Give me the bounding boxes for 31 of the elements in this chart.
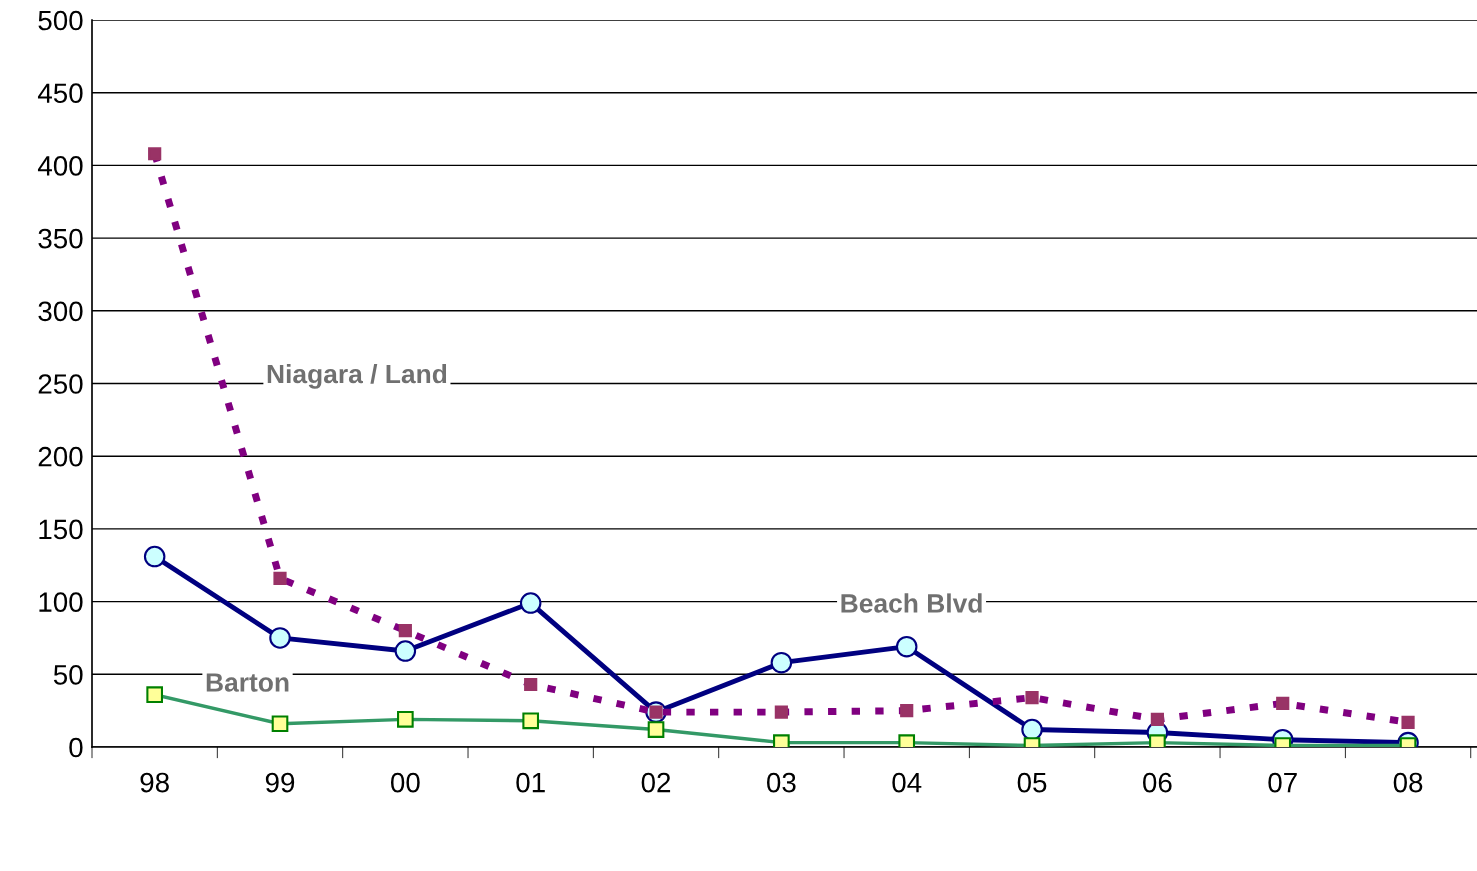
x-tick-label: 05 [1017,772,1047,793]
y-tick-label: 0 [69,737,83,758]
x-tick-label: 06 [1143,772,1172,793]
x-tick-label: 98 [140,772,169,793]
y-tick-label: 150 [39,519,83,540]
series-label: Barton [206,673,289,692]
x-tick-label: 08 [1393,772,1423,793]
x-tick-label: 07 [1268,772,1297,793]
y-tick-label: 400 [37,156,83,176]
x-tick-label: 03 [767,772,796,793]
x-tick-label: 02 [641,772,671,793]
x-tick-label: 01 [516,772,545,793]
point [269,627,291,649]
y-tick-label: 500 [38,10,83,31]
x-tick-label: 99 [265,772,295,793]
y-tick-label: 300 [38,301,83,322]
point [143,545,166,568]
series-label: Niagara / Land [267,363,447,389]
y-tick-label: 350 [38,228,83,249]
y-tick-label: 100 [39,592,83,612]
point [519,592,542,614]
y-tick-label: 450 [37,83,83,104]
y-tick-label: 250 [38,374,83,394]
series-label: Beach Blvd [841,593,982,613]
point [770,651,793,674]
x-tick-label: 04 [892,772,922,793]
y-tick-label: 50 [53,664,83,685]
y-tick-label: 200 [38,446,83,467]
x-tick-label: 00 [390,772,420,793]
point [895,635,918,658]
point [394,640,417,662]
